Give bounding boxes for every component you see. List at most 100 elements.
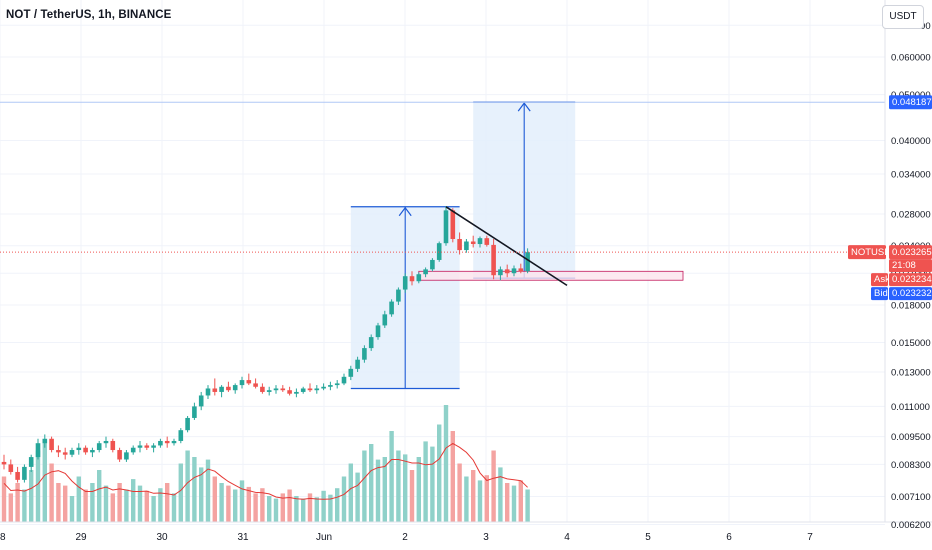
volume-bar [416, 457, 421, 522]
volume-bar [375, 459, 381, 522]
volume-bar [151, 496, 156, 522]
currency-button[interactable]: USDT [882, 5, 924, 29]
x-tick-label: 29 [75, 532, 87, 543]
volume-bar [83, 489, 88, 522]
volume-bar [355, 472, 360, 522]
trendline [445, 206, 568, 287]
candle-body [253, 383, 258, 387]
candle-body [362, 348, 367, 360]
countdown-tag: 21:08 [892, 260, 916, 271]
volume-bar [287, 489, 292, 522]
bid-label: Bid [874, 288, 888, 299]
y-tick-label: 0.006200 [891, 520, 931, 531]
candle-body [321, 386, 326, 389]
y-tick-label: 0.060000 [891, 53, 931, 64]
x-tick-label: 7 [807, 532, 813, 543]
volume-bar [396, 450, 401, 522]
candle-body [56, 450, 61, 453]
volume-bar [273, 498, 279, 522]
candle-body [287, 390, 292, 394]
volume-bar [110, 493, 115, 522]
volume-bar [165, 483, 170, 522]
volume-bar [22, 489, 27, 522]
volume-bar [117, 483, 122, 522]
volume-bar [362, 450, 367, 522]
volume-bar [341, 476, 347, 522]
candle-body [314, 388, 320, 391]
y-tick-label: 0.040000 [891, 136, 931, 147]
candle-body [76, 447, 82, 451]
volume-bar [301, 498, 306, 522]
y-tick-label: 0.008300 [891, 460, 931, 471]
volume-bar [423, 441, 428, 522]
candle-body [49, 438, 54, 451]
symbol-tag: NOTUSDT [851, 247, 897, 258]
candle-body [198, 395, 204, 407]
candle-body [477, 238, 483, 245]
volume-bar [369, 444, 374, 522]
volume-bar [491, 450, 496, 522]
candle-body [212, 388, 218, 392]
x-tick-label: 3 [483, 532, 489, 543]
candle-body [110, 440, 116, 451]
y-tick-label: 0.028000 [891, 210, 931, 221]
candle-body [491, 244, 496, 276]
y-tick-label: 0.034000 [891, 170, 931, 181]
candle-body [164, 440, 170, 444]
y-tick-label: 0.013000 [891, 368, 931, 379]
volume-bar [409, 470, 415, 522]
volume-bar [15, 483, 20, 522]
volume-bar [144, 490, 149, 522]
candle-body [35, 443, 41, 458]
x-tick-label: 2 [402, 532, 408, 543]
volume-bar [205, 459, 211, 522]
candle-body [90, 450, 95, 453]
candle-body [416, 274, 422, 282]
candle-body [341, 376, 347, 384]
ask-label: Ask [874, 274, 890, 285]
volume-bar [226, 485, 231, 522]
candle-body [368, 337, 374, 349]
candle-body [22, 466, 27, 480]
x-tick-label: Jun [316, 532, 332, 543]
volume-bar [56, 483, 61, 522]
volume-bar [321, 490, 326, 522]
x-tick-label: 6 [726, 532, 732, 543]
volume-bar [505, 483, 510, 522]
volume-bar [267, 496, 272, 522]
volume-bar [280, 493, 285, 522]
volume-bars [1, 405, 530, 522]
candle-body [239, 380, 245, 386]
volume-bar [1, 476, 7, 522]
candle-body [144, 445, 150, 448]
candle-body [1, 461, 7, 465]
x-tick-label: 31 [237, 532, 249, 543]
volume-bar [307, 493, 313, 522]
volume-bar [498, 467, 503, 522]
volume-bar [348, 463, 353, 522]
volume-bar [403, 454, 408, 522]
volume-bar [178, 463, 183, 522]
y-tick-label: 0.009500 [891, 432, 931, 443]
measure-boxes [350, 101, 576, 390]
candle-body [219, 386, 224, 392]
volume-bar [294, 496, 299, 522]
candle-body [69, 450, 75, 455]
volume-bar [137, 485, 143, 522]
chart-title: NOT / TetherUS, 1h, BINANCE [6, 9, 172, 21]
candle-body [205, 388, 211, 396]
volume-bar [389, 431, 394, 522]
volume-bar [131, 479, 136, 522]
volume-bar [253, 493, 258, 522]
candle-body [457, 238, 462, 251]
candle-body [464, 241, 469, 251]
candle-body [42, 438, 48, 444]
candle-body [328, 385, 333, 387]
candle-body [232, 385, 238, 391]
candle-body [273, 388, 279, 391]
candle-body [436, 243, 442, 260]
volume-bar [443, 405, 449, 522]
volume-bar [124, 489, 129, 522]
